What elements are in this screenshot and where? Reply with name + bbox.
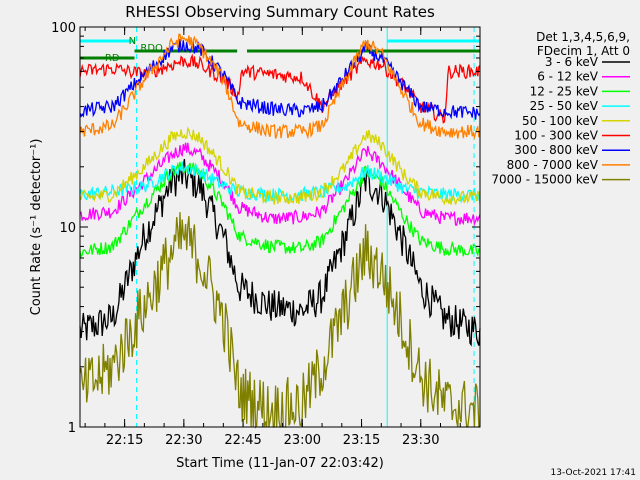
legend: Det 1,3,4,5,6,9,FDecim 1, Att 03 - 6 keV…	[491, 30, 630, 187]
legend-label-0: 3 - 6 keV	[545, 55, 599, 69]
y-tick-label-2: 100	[51, 21, 76, 36]
y-tick-label-0: 1	[68, 421, 76, 436]
y-tick-label-1: 10	[59, 221, 76, 236]
series-line-0	[79, 158, 481, 347]
x-tick-label-2: 22:45	[224, 433, 261, 448]
legend-label-7: 800 - 7000 keV	[507, 158, 599, 172]
x-tick-label-3: 23:00	[284, 433, 321, 448]
series-line-3	[79, 161, 481, 204]
x-tick-label-1: 22:30	[165, 433, 202, 448]
x-axis-label: Start Time (11-Jan-07 22:03:42)	[176, 456, 384, 471]
series-line-7	[79, 33, 481, 140]
legend-label-4: 50 - 100 keV	[522, 114, 599, 128]
flag-annotation-rdo: RDO	[140, 43, 163, 54]
legend-label-8: 7000 - 15000 keV	[491, 173, 598, 187]
legend-header-line-0: Det 1,3,4,5,6,9,	[536, 30, 630, 44]
series-line-2	[79, 161, 481, 258]
axes: 22:15 22:30 22:45 23:00 23:15 23:30 1 10 100	[51, 21, 481, 448]
x-tick-label-5: 23:30	[402, 433, 439, 448]
legend-label-3: 25 - 50 keV	[530, 99, 599, 113]
x-tick-label-4: 23:15	[343, 433, 380, 448]
plot-area: N RDO RD	[79, 27, 481, 429]
series-line-4	[79, 126, 481, 206]
timestamp-text: 13-Oct-2021 17:41	[551, 468, 636, 478]
x-tick-label-0: 22:15	[106, 433, 143, 448]
y-axis-label: Count Rate (s⁻¹ detector⁻¹)	[29, 139, 44, 316]
flag-annotation-n: N	[129, 36, 136, 47]
chart-title: RHESSI Observing Summary Count Rates	[125, 3, 435, 21]
series-line-1	[79, 142, 481, 227]
legend-label-1: 6 - 12 keV	[537, 70, 599, 84]
legend-label-5: 100 - 300 keV	[514, 129, 598, 143]
flag-annotation-rd: RD	[105, 53, 120, 64]
legend-label-2: 12 - 25 keV	[530, 84, 599, 98]
series-line-6	[79, 38, 481, 120]
legend-label-6: 300 - 800 keV	[514, 143, 598, 157]
legend-header-line-1: FDecim 1, Att 0	[537, 44, 630, 58]
